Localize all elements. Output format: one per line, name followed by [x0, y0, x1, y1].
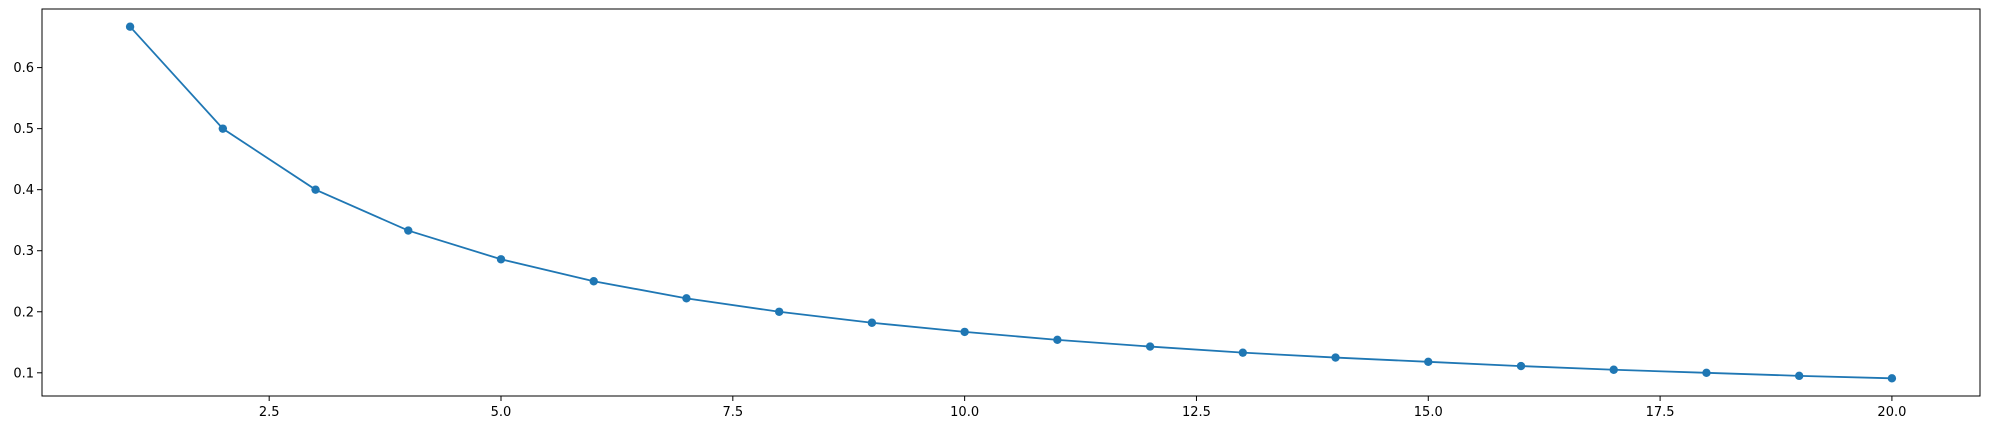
plot-area: [125, 22, 1897, 383]
data-point: [1887, 374, 1897, 383]
data-point: [1794, 371, 1804, 381]
data-point: [774, 307, 784, 316]
y-axis-ticks: 0.1 0.2 0.3 0.4 0.5 0.6: [13, 61, 42, 381]
x-tick-label: 5.0: [491, 405, 512, 420]
x-axis-ticks: 2.5 5.0 7.5 10.0 12.5 15.0 17.5 20.0: [259, 396, 1906, 420]
data-point: [960, 327, 969, 337]
data-point: [1238, 348, 1248, 357]
x-tick-label: 10.0: [950, 405, 979, 420]
x-tick-label: 7.5: [722, 405, 743, 420]
data-point: [589, 277, 598, 286]
data-point: [125, 22, 135, 31]
series-line: [129, 26, 1892, 380]
data-point: [404, 226, 413, 235]
x-tick-label: 12.5: [1182, 405, 1211, 420]
data-point: [1516, 361, 1526, 371]
x-tick-label: 20.0: [1877, 405, 1906, 420]
y-tick-label: 0.2: [13, 305, 34, 320]
data-point: [311, 185, 320, 194]
y-tick-label: 0.5: [13, 122, 34, 137]
x-tick-label: 17.5: [1646, 405, 1675, 420]
x-tick-label: 15.0: [1414, 405, 1443, 420]
data-point: [1331, 353, 1340, 362]
y-tick-label: 0.6: [13, 61, 34, 76]
data-point: [218, 124, 228, 133]
data-point: [1145, 342, 1155, 351]
data-point: [496, 255, 506, 264]
axes-frame: [41, 8, 1981, 397]
data-point: [1424, 357, 1433, 367]
data-point: [1702, 368, 1711, 378]
y-tick-label: 0.1: [13, 366, 34, 381]
x-tick-label: 2.5: [259, 405, 280, 420]
data-point: [867, 318, 877, 327]
y-tick-label: 0.4: [13, 183, 34, 198]
y-tick-label: 0.3: [13, 244, 34, 259]
data-point: [1609, 365, 1618, 374]
data-point: [1053, 335, 1062, 345]
data-point: [682, 294, 691, 303]
